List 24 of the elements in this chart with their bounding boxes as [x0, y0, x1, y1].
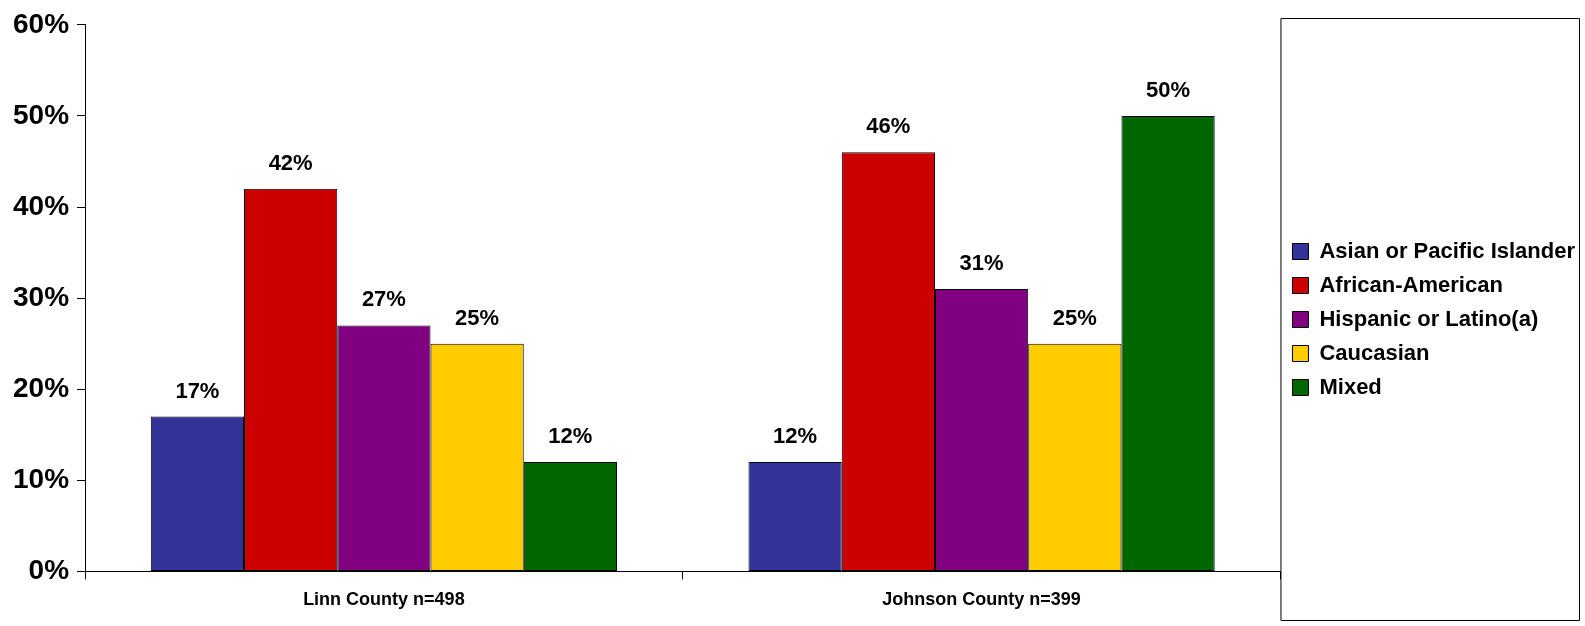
y-tick-label: 0%	[28, 554, 70, 586]
y-tick-label: 30%	[12, 280, 70, 312]
data-label: 17%	[175, 377, 220, 403]
data-label: 25%	[1052, 304, 1097, 330]
legend-label: Caucasian	[1319, 339, 1430, 365]
y-tick-label: 60%	[12, 7, 70, 39]
data-label: 50%	[1146, 76, 1191, 102]
data-label: 46%	[866, 113, 911, 139]
legend-label: Mixed	[1319, 373, 1382, 399]
legend-label: Asian or Pacific Islander	[1319, 237, 1576, 263]
x-tick-label: Johnson County n=399	[882, 589, 1081, 610]
data-label: 27%	[361, 286, 406, 312]
y-tick-label: 10%	[12, 463, 70, 495]
data-label: 12%	[548, 423, 593, 449]
y-tick-label: 50%	[12, 98, 70, 130]
data-label: 12%	[773, 423, 818, 449]
legend-label: African-American	[1319, 271, 1503, 297]
y-tick-label: 20%	[12, 371, 70, 403]
data-label: 25%	[455, 304, 500, 330]
data-label: 42%	[268, 149, 313, 175]
data-label: 31%	[959, 250, 1004, 276]
legend-label: Hispanic or Latino(a)	[1319, 305, 1539, 331]
y-tick-label: 40%	[12, 189, 70, 221]
x-tick-label: Linn County n=498	[303, 589, 465, 610]
